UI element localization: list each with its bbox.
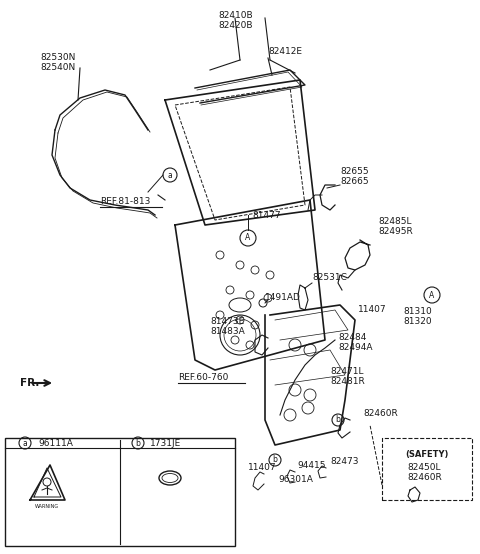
Text: 11407: 11407 <box>248 464 276 473</box>
Text: 82484: 82484 <box>338 334 366 342</box>
Text: 82473: 82473 <box>330 458 359 466</box>
Text: 81477: 81477 <box>252 211 281 219</box>
Text: 82471L: 82471L <box>330 367 363 377</box>
Text: 82530N: 82530N <box>40 54 75 63</box>
Text: 82531C: 82531C <box>312 274 347 283</box>
Text: WARNING: WARNING <box>35 505 59 510</box>
Text: 82460R: 82460R <box>363 408 398 418</box>
Text: 82485L: 82485L <box>378 218 411 227</box>
Text: A: A <box>430 290 434 300</box>
Text: a: a <box>23 439 27 448</box>
Text: 81483A: 81483A <box>210 327 245 336</box>
Text: 82655: 82655 <box>340 167 369 177</box>
Text: 82540N: 82540N <box>40 64 75 73</box>
Text: 82481R: 82481R <box>330 377 365 387</box>
Text: FR.: FR. <box>20 378 39 388</box>
Text: 82420B: 82420B <box>218 20 252 29</box>
Text: REF.81-813: REF.81-813 <box>100 197 150 207</box>
Text: (SAFETY): (SAFETY) <box>405 450 449 459</box>
Text: 82460R: 82460R <box>407 474 442 483</box>
Text: 82665: 82665 <box>340 177 369 187</box>
Text: b: b <box>273 455 277 464</box>
Text: A: A <box>245 233 251 243</box>
Text: b: b <box>336 416 340 424</box>
Text: 96111A: 96111A <box>38 439 73 448</box>
Text: 81320: 81320 <box>403 317 432 326</box>
Text: 82495R: 82495R <box>378 228 413 237</box>
Text: 1491AD: 1491AD <box>265 294 301 302</box>
Text: 82410B: 82410B <box>218 11 252 19</box>
Text: 82494A: 82494A <box>338 343 372 352</box>
Text: 81310: 81310 <box>403 307 432 316</box>
Text: b: b <box>135 439 141 448</box>
Text: 81473E: 81473E <box>210 317 244 326</box>
Text: 11407: 11407 <box>358 305 386 315</box>
Text: 1731JE: 1731JE <box>150 439 181 448</box>
Text: REF.60-760: REF.60-760 <box>178 373 228 382</box>
Text: 82450L: 82450L <box>407 464 441 473</box>
Text: 94415: 94415 <box>297 461 325 470</box>
Text: 82412E: 82412E <box>268 48 302 57</box>
Text: a: a <box>168 171 172 179</box>
Text: 96301A: 96301A <box>278 475 313 485</box>
